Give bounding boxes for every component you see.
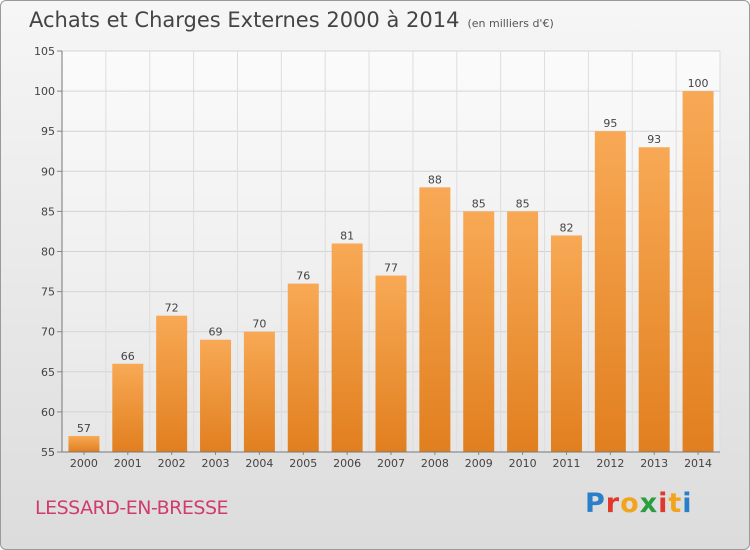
x-tick-label: 2006 <box>333 457 361 470</box>
x-tick-label: 2011 <box>552 457 580 470</box>
logo-letter: x <box>639 488 659 519</box>
data-label: 95 <box>603 117 617 130</box>
logo-letter: t <box>668 488 683 519</box>
chart-subtitle: (en milliers d'€) <box>467 17 554 30</box>
data-label: 70 <box>252 318 266 331</box>
data-label: 93 <box>647 133 661 146</box>
y-tick-label: 60 <box>41 406 55 419</box>
logo-letter: r <box>605 488 621 519</box>
data-label: 85 <box>472 197 486 210</box>
chart-title-text: Achats et Charges Externes 2000 à 2014 <box>29 8 460 32</box>
bar <box>594 131 626 452</box>
bar <box>156 315 188 452</box>
x-tick-label: 2012 <box>596 457 624 470</box>
data-label: 82 <box>559 221 573 234</box>
data-label: 88 <box>428 173 442 186</box>
y-tick-label: 65 <box>41 366 55 379</box>
data-label: 81 <box>340 229 354 242</box>
axes: 55 60 65 70 75 80 85 90 95 100 105 2000 2001 2002 2003… <box>34 45 720 470</box>
x-tick-label: 2008 <box>421 457 449 470</box>
logo-letter: o <box>620 488 640 519</box>
bar <box>243 331 275 452</box>
y-tick-label: 100 <box>34 85 55 98</box>
data-label: 57 <box>77 422 91 435</box>
bar <box>68 435 100 452</box>
x-tick-label: 2010 <box>509 457 537 470</box>
proxiti-logo: Proxiti <box>585 488 693 519</box>
data-label: 76 <box>296 270 310 283</box>
data-label: 77 <box>384 262 398 275</box>
data-label: 66 <box>121 350 135 363</box>
x-tick-label: 2004 <box>245 457 273 470</box>
x-tick-label: 2005 <box>289 457 317 470</box>
bar <box>682 91 714 452</box>
y-tick-label: 105 <box>34 45 55 58</box>
commune-name: LESSARD-EN-BRESSE <box>35 497 229 519</box>
bar <box>200 339 232 452</box>
x-tick-label: 2001 <box>114 457 142 470</box>
bars <box>68 91 714 453</box>
y-tick-label: 70 <box>41 326 55 339</box>
data-labels: 57 66 72 69 70 76 81 77 88 85 85 82 95 93 100 <box>77 77 709 435</box>
bar <box>463 211 495 452</box>
x-tick-label: 2014 <box>684 457 712 470</box>
x-tick-label: 2003 <box>202 457 230 470</box>
bar <box>550 235 582 452</box>
bar <box>287 283 319 452</box>
y-tick-label: 95 <box>41 125 55 138</box>
x-tick-label: 2002 <box>158 457 186 470</box>
x-tick-label: 2009 <box>465 457 493 470</box>
logo-letter: i <box>658 488 669 519</box>
y-tick-label: 75 <box>41 286 55 299</box>
data-label: 85 <box>516 197 530 210</box>
bar <box>331 243 363 452</box>
bar <box>112 363 144 452</box>
data-label: 69 <box>209 326 223 339</box>
data-label: 100 <box>688 77 709 90</box>
bar <box>507 211 539 452</box>
logo-letter: P <box>585 488 606 519</box>
bar <box>375 275 407 452</box>
data-label: 72 <box>165 302 179 315</box>
y-tick-label: 80 <box>41 246 55 259</box>
chart-title: Achats et Charges Externes 2000 à 2014 (e… <box>29 8 554 32</box>
x-tick-label: 2007 <box>377 457 405 470</box>
y-tick-label: 55 <box>41 446 55 459</box>
y-tick-label: 90 <box>41 165 55 178</box>
x-tick-label: 2000 <box>70 457 98 470</box>
bar <box>638 147 670 453</box>
bar <box>419 187 451 452</box>
logo-letter: i <box>682 488 693 519</box>
x-tick-label: 2013 <box>640 457 668 470</box>
y-tick-label: 85 <box>41 205 55 218</box>
